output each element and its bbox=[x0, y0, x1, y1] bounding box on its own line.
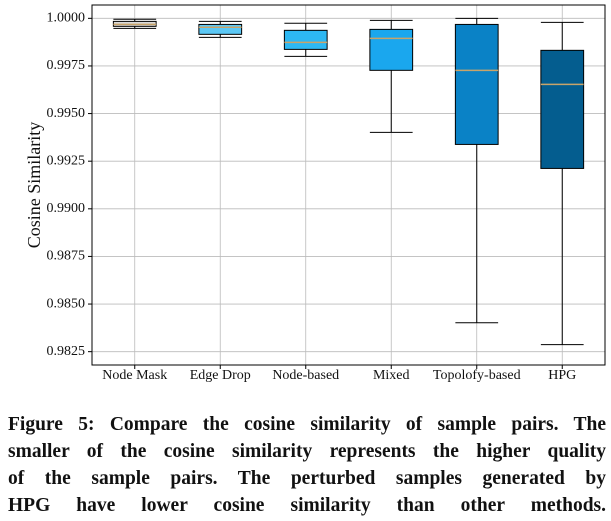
y-axis-label: Cosine Similarity bbox=[24, 122, 44, 249]
caption-line: Figure 5: Compare the cosine similarity … bbox=[8, 414, 606, 435]
y-tick-label: 0.9875 bbox=[47, 249, 86, 264]
y-tick-label: 0.9850 bbox=[47, 296, 86, 311]
y-tick-label: 0.9950 bbox=[47, 106, 86, 121]
box bbox=[198, 23, 243, 35]
y-tick-label: 0.9900 bbox=[47, 201, 86, 216]
box bbox=[369, 28, 414, 71]
y-tick-label: 0.9925 bbox=[47, 153, 86, 168]
x-tick-label: Node Mask bbox=[102, 368, 167, 383]
y-tick-label: 0.9975 bbox=[47, 58, 86, 73]
y-tick-label: 0.9825 bbox=[47, 344, 86, 359]
box bbox=[283, 29, 328, 50]
x-tick-label: Topolofy-based bbox=[433, 368, 521, 383]
box bbox=[454, 23, 499, 145]
x-tick-label: HPG bbox=[548, 368, 576, 383]
box bbox=[540, 49, 585, 169]
y-tick-label: 1.0000 bbox=[47, 11, 86, 26]
x-tick-label: Edge Drop bbox=[190, 368, 251, 383]
caption-line: HPG have lower cosine similarity than ot… bbox=[8, 495, 606, 516]
x-tick-label: Mixed bbox=[373, 368, 410, 383]
caption-line: of the sample pairs. The perturbed sampl… bbox=[8, 468, 606, 489]
chart: Cosine Similarity Node Mask Edge Drop Node… bbox=[24, 4, 606, 383]
x-tick-label: Node-based bbox=[272, 368, 339, 383]
plot-frame bbox=[91, 4, 606, 366]
caption-line: smaller of the cosine similarity represe… bbox=[8, 441, 606, 462]
